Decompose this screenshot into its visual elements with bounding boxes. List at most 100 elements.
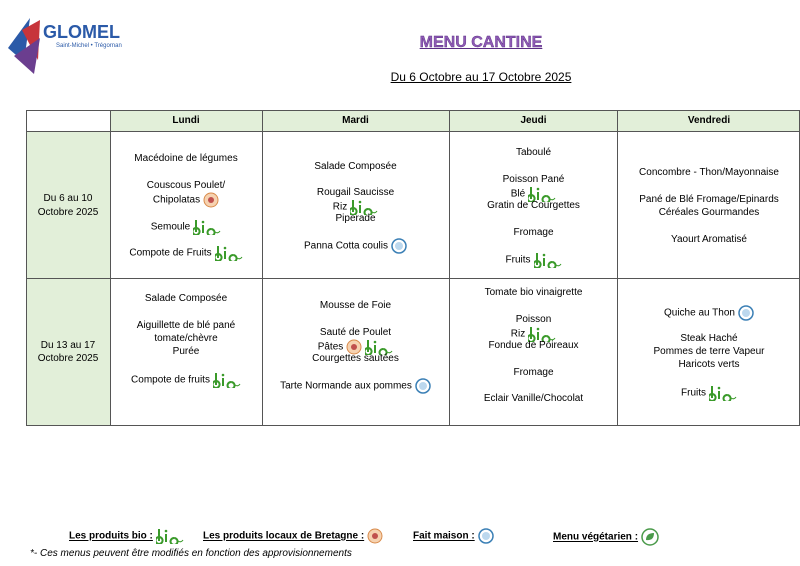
cell-text: Tomate bio vinaigrette — [449, 286, 618, 300]
cell-text: Jeudi — [449, 114, 618, 128]
text: Blé — [510, 188, 526, 200]
cell-text: Salade Composée — [262, 160, 449, 174]
text: Fromage — [513, 227, 554, 238]
menu-table — [25, 110, 800, 426]
cell-text: Riz — [262, 199, 449, 215]
cell-text: Haricots verts — [618, 358, 800, 372]
text: Piperade — [335, 213, 376, 224]
cell-text: Semoule — [110, 219, 262, 235]
cell-text: Vendredi — [618, 114, 800, 128]
cell-text: Blé — [449, 186, 618, 202]
text: Pommes de terre Vapeur — [653, 346, 765, 357]
cell-text: Taboulé — [449, 146, 618, 160]
text: Gratin de Courgettes — [487, 200, 580, 211]
cell-text: tomate/chèvre — [110, 332, 262, 346]
cell-text: Céréales Gourmandes — [618, 206, 800, 220]
text: Riz — [332, 201, 348, 213]
text: Fruits — [681, 387, 706, 399]
logo-mark — [8, 18, 40, 74]
text: Lundi — [172, 115, 200, 126]
cell-text: Compote de fruits — [110, 372, 262, 388]
text: Purée — [172, 346, 200, 357]
text: Salade Composée — [144, 293, 228, 304]
text: Taboulé — [515, 147, 552, 158]
text: Rougail Saucisse — [316, 187, 395, 198]
text: Haricots verts — [678, 359, 740, 370]
cell-text: Courgettes sautées — [262, 352, 449, 366]
text: Pané de Blé Fromage/Epinards — [639, 194, 779, 205]
text: Poisson Pané — [502, 174, 565, 185]
text: Tarte Normande aux pommes — [280, 380, 412, 392]
text: Mardi — [342, 115, 369, 126]
text: Du 6 au 10 — [43, 193, 93, 204]
cell-text: Pâtes — [262, 339, 449, 355]
text: Pâtes — [317, 341, 344, 353]
text: Octobre 2025 — [37, 353, 99, 364]
logo-subtitle: Saint-Michel • Trégornan — [56, 43, 122, 49]
text: Compote de fruits — [131, 374, 210, 386]
title: MENU CANTINE — [419, 34, 543, 51]
cell-text: Poisson — [449, 313, 618, 327]
cell-text: Tarte Normande aux pommes — [262, 378, 449, 394]
cell-text: Lundi — [110, 114, 262, 128]
text: Chipolatas — [152, 194, 201, 206]
text: Salade Composée — [314, 161, 397, 172]
text: Poisson — [515, 314, 552, 325]
cell-text: Fromage — [449, 366, 618, 380]
cell-text: Les produits locaux de Bretagne : — [203, 528, 383, 544]
cell-text: Menu végétarien : — [553, 528, 659, 546]
cell-text: Purée — [110, 345, 262, 359]
text: Jeudi — [520, 115, 547, 126]
text: Compote de Fruits — [129, 247, 212, 259]
text: Quiche au Thon — [664, 307, 735, 319]
cell-text: Pommes de terre Vapeur — [618, 345, 800, 359]
cell-text: Yaourt Aromatisé — [618, 233, 800, 247]
cell-text: Quiche au Thon — [618, 305, 800, 321]
cell-text: Salade Composée — [110, 292, 262, 306]
text: Fromage — [513, 367, 554, 378]
cell-text: Octobre 2025 — [26, 206, 110, 220]
text: Aiguillette de blé pané — [136, 320, 236, 331]
cell-text: Riz — [449, 326, 618, 342]
cell-text: Fruits — [618, 385, 800, 401]
cell-text: Piperade — [262, 212, 449, 226]
logo-name: GLOMEL — [43, 22, 120, 42]
text: Fait maison : — [413, 530, 475, 542]
cell-text: Pané de Blé Fromage/Epinards — [618, 193, 800, 207]
text: Yaourt Aromatisé — [671, 234, 747, 245]
cell-text: Poisson Pané — [449, 173, 618, 187]
cell-text: Gratin de Courgettes — [449, 199, 618, 213]
cell-text: Couscous Poulet/ — [110, 179, 262, 193]
text: Mousse de Foie — [319, 300, 392, 311]
cell-text: Concombre - Thon/Mayonnaise — [618, 166, 800, 180]
text: Les produits locaux de Bretagne : — [203, 530, 365, 542]
cell-text: Compote de Fruits — [110, 245, 262, 261]
cell-text: Les produits bio : — [69, 528, 184, 544]
cell-text: Steak Haché — [618, 332, 800, 346]
text: Du 13 au 17 — [40, 340, 96, 351]
text: Semoule — [150, 221, 191, 233]
cell-text: Fait maison : — [413, 528, 494, 544]
cell-text: Macédoine de légumes — [110, 152, 262, 166]
text: Couscous Poulet/ — [146, 180, 226, 191]
text: Riz — [510, 328, 526, 340]
cell-text: Panna Cotta coulis — [262, 238, 449, 254]
footnote: *- Ces menus peuvent être modifiés en fo… — [30, 548, 352, 559]
text: Vendredi — [687, 115, 731, 126]
cell-text: Mardi — [262, 114, 449, 128]
cell-text: Fromage — [449, 226, 618, 240]
text: Panna Cotta coulis — [304, 240, 388, 252]
cell-text: Mousse de Foie — [262, 299, 449, 313]
cell-text: Aiguillette de blé pané — [110, 319, 262, 333]
subtitle: Du 6 Octobre au 17 Octobre 2025 — [390, 70, 572, 84]
text: Sauté de Poulet — [319, 327, 392, 338]
text: tomate/chèvre — [154, 333, 218, 344]
cell-text: Chipolatas — [110, 192, 262, 208]
cell-text: Eclair Vanille/Chocolat — [449, 392, 618, 406]
text: Les produits bio : — [69, 530, 153, 542]
cell-text: Du 6 au 10 — [26, 192, 110, 206]
cell-text: Octobre 2025 — [26, 352, 110, 366]
text: Octobre 2025 — [37, 207, 99, 218]
text: Tomate bio vinaigrette — [484, 287, 583, 298]
